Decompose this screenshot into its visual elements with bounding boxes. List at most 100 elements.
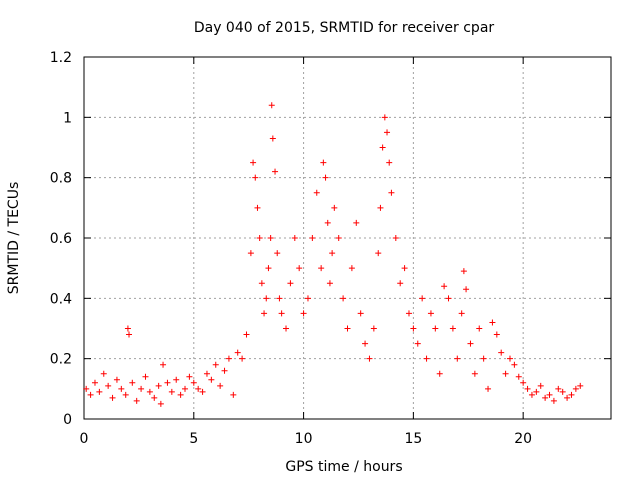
data-point: [432, 325, 439, 332]
grid-lines: [84, 57, 611, 419]
data-point: [177, 391, 184, 398]
data-point: [335, 235, 342, 241]
data-point: [493, 331, 500, 338]
data-point: [419, 295, 426, 302]
data-point: [480, 355, 487, 362]
data-point: [533, 388, 540, 395]
data-point: [340, 295, 347, 302]
data-point: [377, 204, 384, 211]
data-point: [109, 394, 116, 401]
data-point: [498, 349, 505, 356]
data-point: [384, 129, 391, 136]
data-point: [577, 382, 584, 389]
data-point: [313, 189, 320, 196]
data-point: [511, 361, 518, 368]
data-point: [436, 370, 443, 377]
x-tick-label: 20: [514, 431, 532, 447]
data-point: [230, 391, 237, 398]
data-point: [283, 325, 290, 332]
data-point: [322, 174, 329, 181]
y-tick-label: 1: [63, 110, 72, 126]
data-point: [449, 325, 456, 332]
data-point: [83, 385, 90, 392]
data-point: [263, 295, 270, 302]
x-tick-label: 10: [295, 431, 313, 447]
chart-title: Day 040 of 2015, SRMTID for receiver cpa…: [194, 20, 495, 36]
data-point: [397, 280, 404, 287]
data-point: [441, 283, 448, 290]
data-point: [467, 340, 474, 347]
data-point: [91, 379, 98, 386]
data-point: [506, 355, 513, 362]
data-point: [528, 391, 535, 398]
data-point: [190, 379, 197, 386]
data-point: [254, 204, 261, 211]
data-point: [329, 250, 336, 257]
data-point: [155, 382, 162, 389]
data-point: [300, 310, 307, 317]
data-point: [272, 168, 279, 175]
data-point: [502, 370, 509, 377]
data-point: [460, 268, 467, 275]
data-point: [423, 355, 430, 362]
data-point: [291, 235, 298, 241]
data-point: [331, 204, 338, 211]
data-point: [555, 385, 562, 392]
y-tick-label: 0.8: [50, 171, 72, 187]
data-point: [164, 379, 171, 386]
data-point: [381, 114, 388, 121]
data-point: [287, 280, 294, 287]
y-tick-label: 0.2: [50, 352, 72, 368]
data-point: [515, 373, 522, 380]
data-point: [168, 388, 175, 395]
data-point: [234, 349, 241, 356]
x-tick-label: 15: [404, 431, 422, 447]
data-point: [146, 388, 153, 395]
data-point: [239, 355, 246, 362]
data-point: [485, 385, 492, 392]
data-point: [157, 400, 164, 407]
y-tick-label: 0: [63, 412, 72, 428]
data-point: [392, 235, 399, 241]
data-point: [195, 385, 202, 392]
data-point: [133, 397, 140, 404]
data-point: [546, 391, 553, 398]
data-point: [105, 382, 112, 389]
data-point: [267, 235, 274, 241]
data-point: [122, 391, 129, 398]
data-point: [559, 388, 566, 395]
data-point: [370, 325, 377, 332]
data-point: [520, 379, 527, 386]
data-point: [537, 382, 544, 389]
data-point: [471, 370, 478, 377]
x-tick-label: 5: [189, 431, 198, 447]
data-point: [489, 319, 496, 326]
data-point: [113, 376, 120, 383]
data-point: [278, 310, 285, 317]
data-point: [274, 250, 281, 257]
data-point: [217, 382, 224, 389]
data-point: [129, 379, 136, 386]
data-point: [410, 325, 417, 332]
data-point: [118, 385, 125, 392]
data-point: [126, 331, 133, 338]
y-axis-label: SRMTID / TECUs: [6, 182, 22, 295]
data-point: [568, 391, 575, 398]
data-point: [401, 265, 408, 272]
data-point: [268, 102, 275, 109]
data-point: [386, 159, 393, 166]
data-point: [96, 388, 103, 395]
data-point: [304, 295, 311, 302]
data-point: [344, 325, 351, 332]
axis-ticks: 0 5 10 15 20 0 0.2 0.4 0.6 0.8 1 1.2: [50, 50, 611, 447]
data-point: [326, 280, 333, 287]
data-point: [173, 376, 180, 383]
data-point: [348, 265, 355, 272]
data-point: [182, 385, 189, 392]
data-point: [100, 370, 107, 377]
y-tick-label: 0.6: [50, 231, 72, 247]
data-point: [463, 286, 470, 293]
data-point: [261, 310, 268, 317]
data-point: [142, 373, 149, 380]
